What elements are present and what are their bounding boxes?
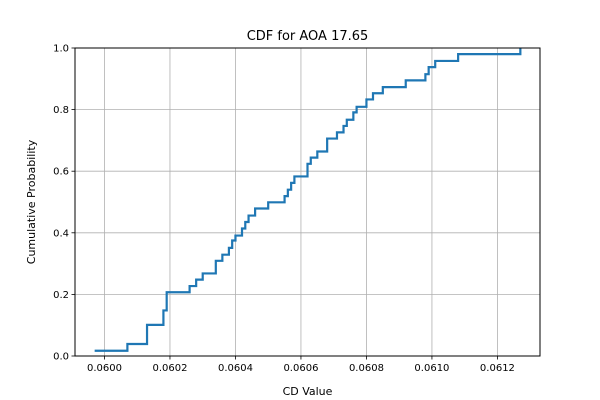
- y-tick-label: 0.0: [53, 352, 69, 363]
- ticks: 0.0600 0.0602 0.0604 0.0606 0.0608 0.0610 0.06…: [53, 44, 515, 375]
- x-tick-label: 0.0612: [480, 363, 515, 374]
- plot-frame: [74, 47, 541, 357]
- x-tick-label: 0.0602: [152, 363, 187, 374]
- y-tick-label: 0.6: [53, 167, 69, 178]
- chart-title: CDF for AOA 17.65: [247, 29, 369, 44]
- y-tick-label: 0.8: [53, 105, 69, 116]
- x-tick-label: 0.0600: [87, 363, 122, 374]
- cdf-step-line: [94, 48, 522, 352]
- y-tick-label: 0.4: [53, 228, 69, 239]
- x-tick-label: 0.0608: [349, 363, 384, 374]
- x-tick-label: 0.0610: [414, 363, 449, 374]
- series-layer: [94, 48, 522, 352]
- x-tick-label: 0.0606: [283, 363, 318, 374]
- y-tick-label: 0.2: [53, 290, 69, 301]
- x-axis-label: CD Value: [283, 385, 333, 398]
- y-axis-label: Cumulative Probability: [25, 139, 38, 264]
- y-tick-label: 1.0: [53, 44, 69, 55]
- x-tick-label: 0.0604: [218, 363, 253, 374]
